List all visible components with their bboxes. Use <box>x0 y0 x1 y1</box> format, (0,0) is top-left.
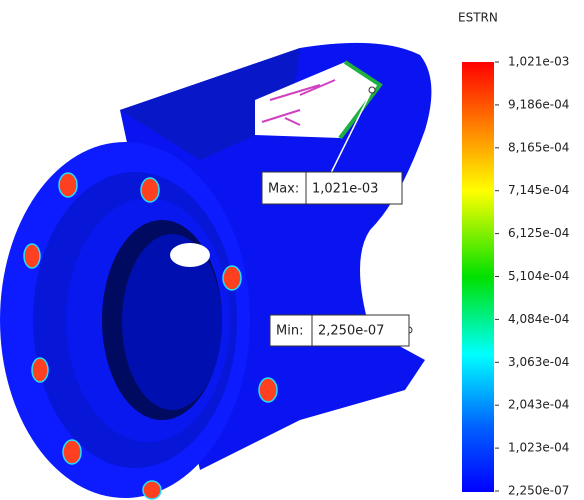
legend-label: 8,165e-04 <box>508 140 569 154</box>
color-legend: ESTRN 1,021e-03 9,186e-04 8,165e-04 7,145e-… <box>458 11 569 498</box>
min-probe: Min: 2,250e-07 <box>270 315 420 352</box>
legend-label: 1,023e-04 <box>508 441 569 455</box>
part-model <box>0 43 431 499</box>
legend-label: 2,250e-07 <box>508 484 569 498</box>
simulation-view: Max: 1,021e-03 Min: 2,250e-07 ESTRN 1,02… <box>0 0 584 500</box>
legend-label: 6,125e-04 <box>508 226 569 240</box>
legend-label: 7,145e-04 <box>508 183 569 197</box>
min-value: 2,250e-07 <box>318 324 384 339</box>
max-value: 1,021e-03 <box>312 182 378 197</box>
legend-label: 3,063e-04 <box>508 355 569 369</box>
max-label: Max: <box>268 182 299 197</box>
legend-title: ESTRN <box>458 11 498 25</box>
legend-label: 2,043e-04 <box>508 398 569 412</box>
legend-label: 1,021e-03 <box>508 55 569 69</box>
legend-label: 5,104e-04 <box>508 269 569 283</box>
min-label: Min: <box>276 324 303 339</box>
color-bar <box>462 62 494 492</box>
legend-label: 4,084e-04 <box>508 312 569 326</box>
legend-label: 9,186e-04 <box>508 97 569 111</box>
